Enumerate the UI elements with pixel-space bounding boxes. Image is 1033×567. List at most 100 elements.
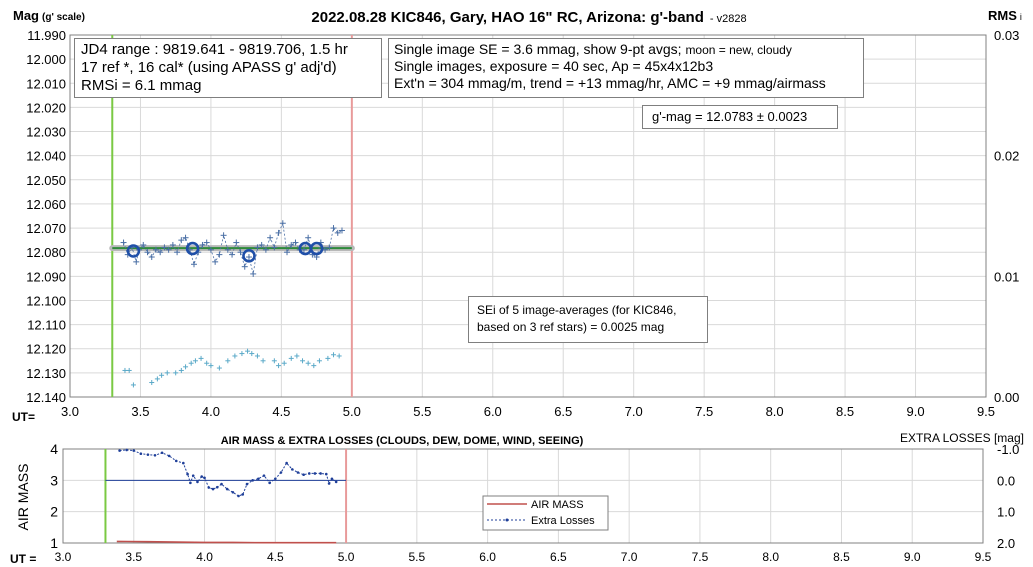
top-x-tick-label: 5.5 xyxy=(413,404,431,419)
single-image-point xyxy=(262,246,269,253)
airmass-tick-label: 1 xyxy=(50,535,58,551)
extra-losses-point xyxy=(324,472,328,476)
single-image-point xyxy=(254,244,261,251)
mag-tick-label: 12.110 xyxy=(27,318,66,333)
extra-losses-point xyxy=(153,453,157,457)
rms-point xyxy=(311,363,317,369)
single-image-point xyxy=(267,234,274,241)
single-image-point xyxy=(305,234,312,241)
single-image-point xyxy=(169,241,176,248)
single-image-point xyxy=(157,249,164,256)
top-x-tick-label: 5.0 xyxy=(343,404,361,419)
rms-point xyxy=(130,382,136,388)
extra-losses-point xyxy=(220,482,223,486)
extra-losses-point xyxy=(196,480,199,484)
mag-tick-label: 12.020 xyxy=(26,100,66,115)
top-x-tick-label: 6.0 xyxy=(484,404,502,419)
single-image-series xyxy=(120,220,345,277)
rms-point xyxy=(225,358,231,364)
rms-axis-title: RMS i xyxy=(988,8,1022,23)
single-image-point xyxy=(292,239,299,246)
rms-point xyxy=(336,353,342,359)
rms-point xyxy=(239,351,245,357)
bottom-x-tick-label: 4.0 xyxy=(196,550,213,564)
ut-label-top: UT= xyxy=(12,410,35,424)
single-image-point xyxy=(250,270,257,277)
airmass-tick-label: 3 xyxy=(50,472,58,488)
extra-losses-point xyxy=(118,449,121,452)
mag-tick-label: 12.070 xyxy=(26,221,66,236)
top-x-tick-label: 3.5 xyxy=(131,404,149,419)
extra-losses-axis-ticks: -1.0 0.0 1.0 2.0 xyxy=(997,442,1019,551)
average-series xyxy=(126,241,324,263)
bottom-x-tick-label: 6.0 xyxy=(479,550,496,564)
mag-tick-label: 12.100 xyxy=(26,293,66,308)
extra-losses-tick-label: 2.0 xyxy=(997,536,1015,551)
rms-point xyxy=(305,360,311,366)
jd-info-box: JD4 range : 9819.641 - 9819.706, 1.5 hr … xyxy=(74,38,382,98)
single-image-point xyxy=(212,258,219,265)
rms-point xyxy=(271,358,277,364)
average-point xyxy=(309,241,324,256)
rms-point xyxy=(288,355,294,361)
single-image-point xyxy=(284,249,291,256)
rms-point xyxy=(159,372,165,378)
bottom-x-tick-label: 8.0 xyxy=(762,550,779,564)
extra-losses-point xyxy=(215,485,219,489)
rmsi-text: RMSi = 6.1 mmag xyxy=(81,77,202,94)
extra-losses-point xyxy=(189,481,192,485)
legend-extra-label: Extra Losses xyxy=(531,515,595,527)
mag-tick-label: 12.050 xyxy=(26,173,66,188)
bottom-x-tick-label: 5.0 xyxy=(338,550,355,564)
extra-losses-point xyxy=(319,472,322,475)
extra-losses-point xyxy=(262,474,266,477)
mag-tick-label: 11.990 xyxy=(27,28,66,43)
single-image-point xyxy=(216,251,223,258)
legend-box xyxy=(482,495,609,531)
top-x-tick-label: 8.0 xyxy=(766,404,784,419)
rms-point xyxy=(198,355,204,361)
rms-tick-label: 0.02 xyxy=(994,149,1019,164)
rms-point xyxy=(245,348,251,354)
extra-losses-point xyxy=(313,472,317,475)
top-x-axis-ticks: 3.0 3.5 4.0 4.5 5.0 5.5 6.0 6.5 7.0 7.5 8.0 8.5 9.0 9… xyxy=(61,404,995,419)
bottom-x-tick-label: 7.5 xyxy=(692,550,709,564)
airmass-tick-label: 2 xyxy=(50,504,58,520)
single-image-point xyxy=(178,237,185,244)
mag-tick-label: 12.060 xyxy=(26,197,66,212)
rms-point xyxy=(122,367,128,373)
ut-label-bottom: UT = xyxy=(10,552,36,566)
single-image-point xyxy=(191,261,198,268)
bottom-x-tick-label: 3.0 xyxy=(55,550,72,564)
extra-losses-point xyxy=(146,453,150,456)
extra-losses-point xyxy=(207,486,211,489)
single-image-se-text: Single image SE = 3.6 mmag, show 9-pt av… xyxy=(394,41,792,57)
extra-losses-tick-label: 1.0 xyxy=(997,505,1015,520)
single-image-point xyxy=(330,225,337,232)
rms-point xyxy=(154,376,160,382)
extra-losses-point xyxy=(296,471,300,474)
mag-tick-label: 12.030 xyxy=(26,125,66,140)
sei-info-box: SEi of 5 image-averages (for KIC846, bas… xyxy=(468,296,708,343)
average-point xyxy=(126,244,141,258)
extra-losses-point xyxy=(191,474,195,477)
rms-tick-label: 0.03 xyxy=(994,28,1019,43)
single-image-point xyxy=(182,234,189,241)
single-image-point xyxy=(271,244,278,251)
extra-losses-point xyxy=(139,452,143,456)
single-image-point xyxy=(144,249,151,256)
average-point xyxy=(185,241,200,256)
mag-axis-ticks: 11.990 12.000 12.010 12.020 12.030 12.040 12.0… xyxy=(26,28,66,405)
single-image-point xyxy=(338,227,345,234)
rms-point xyxy=(164,370,170,376)
extra-losses-point xyxy=(330,477,334,481)
single-image-point xyxy=(148,254,155,261)
airmass-axis-title: AIR MASS xyxy=(15,464,31,531)
bottom-x-tick-label: 7.0 xyxy=(621,550,638,564)
rms-point xyxy=(173,370,179,376)
mag-tick-label: 12.130 xyxy=(26,366,66,381)
extra-losses-point xyxy=(327,482,331,485)
rms-point xyxy=(126,367,132,373)
rms-point xyxy=(204,360,210,366)
rms-point xyxy=(260,358,266,364)
